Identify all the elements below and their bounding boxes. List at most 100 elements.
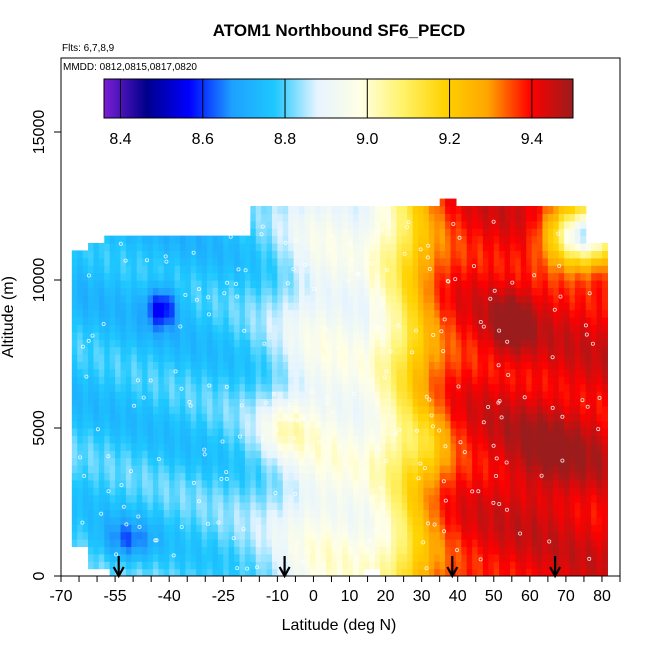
- heatmap-cell: [147, 465, 154, 473]
- heatmap-cell: [347, 405, 354, 414]
- heatmap-cell: [353, 428, 360, 436]
- heatmap-cell: [104, 531, 111, 540]
- heatmap-cell: [428, 287, 435, 296]
- heatmap-cell: [526, 391, 533, 399]
- heatmap-cell: [477, 324, 484, 333]
- heatmap-cell: [277, 487, 284, 496]
- heatmap-cell: [553, 213, 560, 222]
- heatmap-cell: [261, 368, 268, 377]
- heatmap-cell: [574, 539, 581, 547]
- heatmap-cell: [174, 376, 181, 385]
- heatmap-cell: [574, 235, 581, 244]
- heatmap-cell: [499, 546, 506, 555]
- heatmap-cell: [217, 287, 224, 296]
- heatmap-cell: [596, 479, 603, 488]
- heatmap-cell: [580, 331, 587, 340]
- heatmap-cell: [488, 516, 495, 525]
- heatmap-cell: [152, 516, 159, 525]
- heatmap-cell: [553, 250, 560, 259]
- heatmap-cell: [374, 213, 381, 222]
- heatmap-cell: [120, 435, 127, 444]
- heatmap-cell: [510, 206, 517, 214]
- heatmap-cell: [472, 457, 479, 466]
- heatmap-cell: [439, 502, 446, 510]
- heatmap-cell: [120, 502, 127, 510]
- heatmap-cell: [158, 383, 165, 392]
- heatmap-cell: [423, 435, 430, 444]
- heatmap-cell: [152, 257, 159, 266]
- heatmap-cell: [564, 294, 571, 303]
- heatmap-cell: [445, 361, 452, 370]
- heatmap-cell: [499, 324, 506, 333]
- sample-point: [259, 232, 264, 237]
- sample-point: [384, 267, 389, 272]
- heatmap-cell: [601, 302, 608, 311]
- heatmap-cell: [515, 331, 522, 340]
- heatmap-cell: [309, 405, 316, 414]
- heatmap-cell: [212, 428, 219, 436]
- heatmap-cell: [104, 243, 111, 251]
- heatmap-cell: [293, 428, 300, 436]
- heatmap-cell: [304, 494, 311, 503]
- heatmap-cell: [412, 250, 419, 259]
- heatmap-cell: [196, 287, 203, 296]
- heatmap-cell: [407, 265, 414, 274]
- heatmap-cell: [180, 243, 187, 251]
- heatmap-cell: [569, 213, 576, 222]
- heatmap-cell: [207, 294, 214, 303]
- heatmap-cell: [342, 531, 349, 540]
- heatmap-cell: [115, 435, 122, 444]
- heatmap-cell: [363, 546, 370, 555]
- heatmap-cell: [71, 472, 78, 481]
- heatmap-cell: [564, 317, 571, 325]
- heatmap-cell: [71, 309, 78, 318]
- heatmap-cell: [369, 206, 376, 214]
- heatmap-cell: [293, 309, 300, 318]
- heatmap-cell: [207, 331, 214, 340]
- heatmap-cell: [223, 553, 230, 562]
- heatmap-cell: [228, 494, 235, 503]
- heatmap-cell: [353, 235, 360, 244]
- heatmap-cell: [601, 324, 608, 333]
- heatmap-cell: [358, 354, 365, 362]
- heatmap-cell: [504, 391, 511, 399]
- heatmap-cell: [228, 450, 235, 459]
- heatmap-cell: [136, 420, 143, 429]
- heatmap-cell: [601, 568, 608, 576]
- heatmap-cell: [320, 257, 327, 266]
- heatmap-cell: [580, 509, 587, 518]
- heatmap-cell: [461, 509, 468, 518]
- heatmap-cell: [115, 405, 122, 414]
- heatmap-cell: [326, 361, 333, 370]
- heatmap-cell: [109, 302, 116, 311]
- sample-point: [421, 540, 426, 545]
- heatmap-cell: [309, 509, 316, 518]
- heatmap-cell: [477, 457, 484, 466]
- heatmap-cell: [147, 516, 154, 525]
- heatmap-cell: [445, 272, 452, 281]
- heatmap-cell: [234, 442, 241, 451]
- heatmap-cell: [234, 435, 241, 444]
- heatmap-cell: [493, 479, 500, 488]
- heatmap-cell: [477, 561, 484, 570]
- heatmap-cell: [461, 457, 468, 466]
- heatmap-cell: [482, 413, 489, 422]
- heatmap-cell: [244, 302, 251, 311]
- heatmap-cell: [504, 435, 511, 444]
- heatmap-cell: [266, 524, 273, 533]
- heatmap-cell: [347, 280, 354, 288]
- heatmap-cell: [174, 553, 181, 562]
- heatmap-cell: [299, 272, 306, 281]
- heatmap-cell: [326, 472, 333, 481]
- heatmap-cell: [574, 213, 581, 222]
- heatmap-cell: [315, 376, 322, 385]
- heatmap-cell: [104, 287, 111, 296]
- heatmap-cell: [569, 398, 576, 407]
- heatmap-cell: [488, 265, 495, 274]
- sample-point: [522, 395, 527, 400]
- heatmap-cell: [244, 235, 251, 244]
- heatmap-cell: [488, 339, 495, 348]
- heatmap-cell: [331, 561, 338, 570]
- heatmap-cell: [185, 383, 192, 392]
- heatmap-cell: [428, 280, 435, 288]
